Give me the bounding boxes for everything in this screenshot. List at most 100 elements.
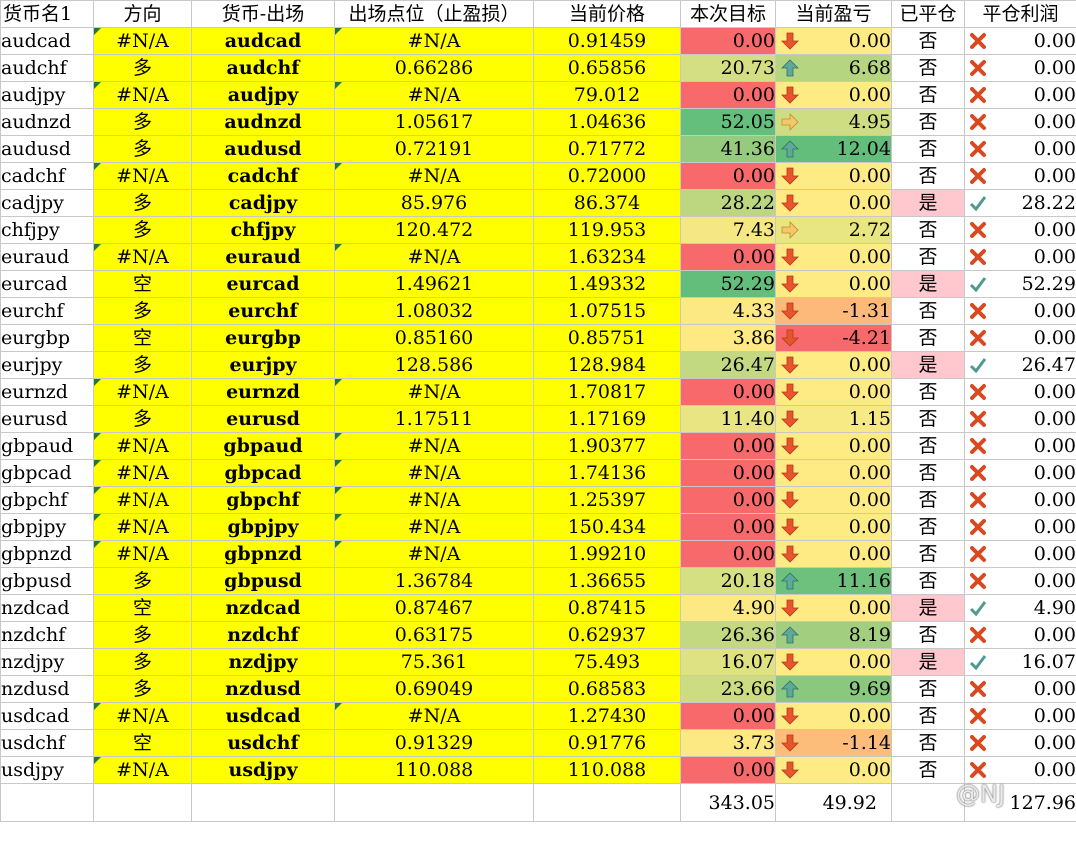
- header-cell[interactable]: 货币名1: [0, 0, 94, 28]
- profit-cell[interactable]: 0.00: [964, 567, 1076, 595]
- exit-pair-cell[interactable]: gbpcad: [191, 459, 335, 487]
- current-price-cell[interactable]: 79.012: [533, 81, 681, 109]
- exit-level-cell[interactable]: 0.63175: [334, 621, 534, 649]
- current-price-cell[interactable]: 0.68583: [533, 675, 681, 703]
- exit-pair-cell[interactable]: audjpy: [191, 81, 335, 109]
- closed-cell[interactable]: 否: [891, 54, 965, 82]
- current-price-cell[interactable]: 1.25397: [533, 486, 681, 514]
- pair-cell[interactable]: chfjpy: [0, 216, 94, 244]
- closed-cell[interactable]: 是: [891, 189, 965, 217]
- current-price-cell[interactable]: 1.90377: [533, 432, 681, 460]
- current-price-cell[interactable]: 1.27430: [533, 702, 681, 730]
- closed-cell[interactable]: 否: [891, 540, 965, 568]
- profit-cell[interactable]: 52.29: [964, 270, 1076, 298]
- current-price-cell[interactable]: 1.17169: [533, 405, 681, 433]
- exit-level-cell[interactable]: 1.17511: [334, 405, 534, 433]
- profit-cell[interactable]: 0.00: [964, 405, 1076, 433]
- exit-pair-cell[interactable]: cadjpy: [191, 189, 335, 217]
- target-cell[interactable]: 0.00: [680, 756, 776, 784]
- pnl-cell[interactable]: 0.00: [775, 351, 892, 379]
- exit-level-cell[interactable]: 128.586: [334, 351, 534, 379]
- pnl-cell[interactable]: 8.19: [775, 621, 892, 649]
- pair-cell[interactable]: gbpcad: [0, 459, 94, 487]
- profit-cell[interactable]: 0.00: [964, 297, 1076, 325]
- current-price-cell[interactable]: 0.62937: [533, 621, 681, 649]
- current-price-cell[interactable]: 1.04636: [533, 108, 681, 136]
- pair-cell[interactable]: cadchf: [0, 162, 94, 190]
- current-price-cell[interactable]: 1.74136: [533, 459, 681, 487]
- exit-level-cell[interactable]: #N/A: [334, 702, 534, 730]
- exit-pair-cell[interactable]: gbpnzd: [191, 540, 335, 568]
- current-price-cell[interactable]: 150.434: [533, 513, 681, 541]
- exit-pair-cell[interactable]: audchf: [191, 54, 335, 82]
- pair-cell[interactable]: gbpaud: [0, 432, 94, 460]
- pnl-cell[interactable]: -1.31: [775, 297, 892, 325]
- exit-pair-cell[interactable]: usdchf: [191, 729, 335, 757]
- profit-cell[interactable]: 4.90: [964, 594, 1076, 622]
- current-price-cell[interactable]: 0.91459: [533, 27, 681, 55]
- closed-cell[interactable]: 否: [891, 378, 965, 406]
- pair-cell[interactable]: eurchf: [0, 297, 94, 325]
- exit-pair-cell[interactable]: eurnzd: [191, 378, 335, 406]
- exit-pair-cell[interactable]: cadchf: [191, 162, 335, 190]
- header-cell[interactable]: 当前价格: [533, 0, 681, 28]
- target-cell[interactable]: 4.90: [680, 594, 776, 622]
- closed-cell[interactable]: 否: [891, 405, 965, 433]
- direction-cell[interactable]: 多: [93, 54, 192, 82]
- target-cell[interactable]: 0.00: [680, 459, 776, 487]
- pair-cell[interactable]: usdchf: [0, 729, 94, 757]
- pnl-cell[interactable]: 0.00: [775, 432, 892, 460]
- pair-cell[interactable]: audjpy: [0, 81, 94, 109]
- profit-cell[interactable]: 0.00: [964, 513, 1076, 541]
- exit-level-cell[interactable]: 0.72191: [334, 135, 534, 163]
- pnl-cell[interactable]: 0.00: [775, 756, 892, 784]
- exit-level-cell[interactable]: 0.85160: [334, 324, 534, 352]
- target-cell[interactable]: 52.05: [680, 108, 776, 136]
- target-cell[interactable]: 0.00: [680, 432, 776, 460]
- exit-pair-cell[interactable]: gbpchf: [191, 486, 335, 514]
- exit-level-cell[interactable]: 1.05617: [334, 108, 534, 136]
- direction-cell[interactable]: #N/A: [93, 540, 192, 568]
- pnl-cell[interactable]: 0.00: [775, 378, 892, 406]
- profit-cell[interactable]: 0.00: [964, 216, 1076, 244]
- empty-cell[interactable]: [191, 783, 335, 822]
- direction-cell[interactable]: 空: [93, 729, 192, 757]
- exit-level-cell[interactable]: 0.69049: [334, 675, 534, 703]
- pnl-cell[interactable]: 0.00: [775, 459, 892, 487]
- pnl-cell[interactable]: 1.15: [775, 405, 892, 433]
- exit-level-cell[interactable]: #N/A: [334, 27, 534, 55]
- pnl-cell[interactable]: 6.68: [775, 54, 892, 82]
- current-price-cell[interactable]: 75.493: [533, 648, 681, 676]
- total-pnl-cell[interactable]: 49.92: [775, 783, 892, 822]
- empty-cell[interactable]: [533, 783, 681, 822]
- target-cell[interactable]: 23.66: [680, 675, 776, 703]
- current-price-cell[interactable]: 1.63234: [533, 243, 681, 271]
- exit-level-cell[interactable]: 120.472: [334, 216, 534, 244]
- exit-level-cell[interactable]: 0.87467: [334, 594, 534, 622]
- pair-cell[interactable]: eurjpy: [0, 351, 94, 379]
- exit-level-cell[interactable]: 1.08032: [334, 297, 534, 325]
- direction-cell[interactable]: #N/A: [93, 162, 192, 190]
- current-price-cell[interactable]: 1.70817: [533, 378, 681, 406]
- direction-cell[interactable]: 多: [93, 621, 192, 649]
- header-cell[interactable]: 本次目标: [680, 0, 776, 28]
- pair-cell[interactable]: audchf: [0, 54, 94, 82]
- current-price-cell[interactable]: 0.87415: [533, 594, 681, 622]
- profit-cell[interactable]: 0.00: [964, 135, 1076, 163]
- pair-cell[interactable]: eurnzd: [0, 378, 94, 406]
- exit-level-cell[interactable]: #N/A: [334, 432, 534, 460]
- pair-cell[interactable]: gbpchf: [0, 486, 94, 514]
- exit-level-cell[interactable]: 1.36784: [334, 567, 534, 595]
- exit-level-cell[interactable]: 0.91329: [334, 729, 534, 757]
- current-price-cell[interactable]: 0.85751: [533, 324, 681, 352]
- pair-cell[interactable]: nzdcad: [0, 594, 94, 622]
- pnl-cell[interactable]: 0.00: [775, 540, 892, 568]
- closed-cell[interactable]: 否: [891, 567, 965, 595]
- total-target-cell[interactable]: 343.05: [680, 783, 776, 822]
- closed-cell[interactable]: 否: [891, 324, 965, 352]
- current-price-cell[interactable]: 1.07515: [533, 297, 681, 325]
- exit-level-cell[interactable]: 75.361: [334, 648, 534, 676]
- exit-level-cell[interactable]: #N/A: [334, 459, 534, 487]
- profit-cell[interactable]: 26.47: [964, 351, 1076, 379]
- current-price-cell[interactable]: 0.65856: [533, 54, 681, 82]
